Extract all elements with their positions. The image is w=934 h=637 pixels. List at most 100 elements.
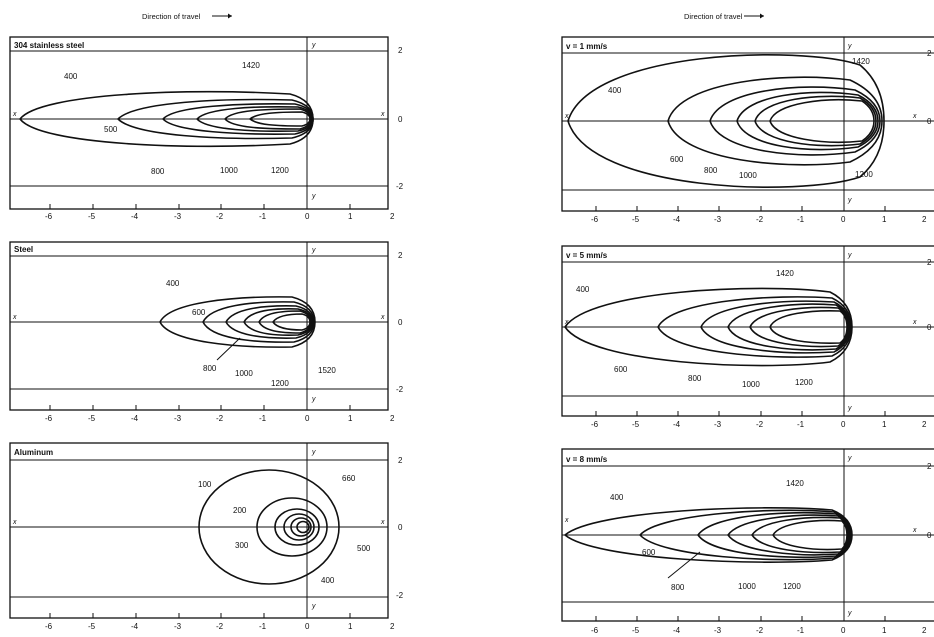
isotherm-label: 300 — [235, 541, 249, 550]
y-tick-label: 2 — [398, 46, 403, 55]
isotherm-800 — [700, 300, 851, 354]
panel-frame — [9, 36, 389, 210]
isotherm-label: 1420 — [776, 269, 794, 278]
x-tick-label: 2 — [390, 414, 395, 423]
y-tick-label: 0 — [927, 117, 932, 126]
isotherm-1420 — [769, 99, 875, 143]
x-tick-label: 1 — [882, 420, 887, 429]
isotherm-label: 600 — [192, 308, 206, 317]
x-tick-label: -1 — [259, 622, 267, 631]
x-axis-label: x — [564, 517, 569, 524]
y-axis-label: y — [847, 610, 852, 617]
x-tick-label: -1 — [797, 215, 805, 224]
x-tick-label: -2 — [216, 622, 224, 631]
x-tick-label: -5 — [632, 420, 640, 429]
x-axis-label: x — [380, 111, 385, 118]
x-ticks: -6 -5 -4 -3 -2 -1 0 1 2 — [591, 616, 927, 635]
isotherm-label: 600 — [670, 155, 684, 164]
x-axis-label: x — [380, 314, 385, 321]
isotherm-1000 — [736, 91, 879, 151]
panel-title: Aluminum — [14, 448, 53, 457]
isotherm-label: 800 — [704, 166, 718, 175]
x-tick-label: -3 — [174, 414, 182, 423]
isotherm-600 — [667, 76, 883, 166]
y-tick-label: 0 — [398, 318, 403, 327]
isotherm-1200 — [749, 306, 849, 348]
x-tick-label: -3 — [174, 622, 182, 631]
y-tick-label: -2 — [396, 385, 404, 394]
isotherm-label: 800 — [151, 167, 165, 176]
x-tick-label: 2 — [390, 622, 395, 631]
x-tick-label: 2 — [922, 626, 927, 635]
arrow-right-icon — [760, 13, 764, 19]
x-tick-label: -6 — [45, 212, 53, 221]
panel-title: Steel — [14, 245, 33, 254]
y-tick-labels: 2 0 -2 — [396, 456, 404, 600]
x-tick-label: -5 — [88, 212, 96, 221]
isotherm-300 — [274, 508, 320, 546]
isotherm-label: 1000 — [742, 380, 760, 389]
isotherm-label: 1200 — [271, 166, 289, 175]
isotherm-label: 1200 — [271, 379, 289, 388]
panel-stainless-steel: 304 stainless steel x x y y 400 500 800 … — [9, 36, 404, 221]
isotherm-600 — [638, 509, 852, 561]
isotherm-label: 500 — [357, 544, 371, 553]
y-tick-label: 0 — [398, 115, 403, 124]
leader-line — [667, 551, 701, 579]
isotherm-label: 800 — [203, 364, 217, 373]
direction-of-travel-right: Direction of travel — [684, 12, 764, 21]
x-tick-label: -1 — [259, 212, 267, 221]
isotherm-660 — [296, 520, 310, 534]
panel-frame — [561, 245, 934, 417]
isotherm-label: 100 — [198, 480, 212, 489]
isotherm-label: 1000 — [738, 582, 756, 591]
y-tick-label: 0 — [927, 531, 932, 540]
x-tick-label: -5 — [632, 626, 640, 635]
x-tick-label: -3 — [174, 212, 182, 221]
y-tick-label: 2 — [927, 462, 932, 471]
isotherm-label: 1200 — [855, 170, 873, 179]
x-axis-label: x — [12, 519, 17, 526]
isotherm-label: 400 — [321, 576, 335, 585]
y-tick-label: 0 — [398, 523, 403, 532]
x-tick-label: -1 — [259, 414, 267, 423]
x-axis-label: x — [564, 319, 569, 326]
x-tick-label: -4 — [131, 414, 139, 423]
panel-frame — [9, 241, 389, 411]
panel-title: v = 8 mm/s — [566, 455, 608, 464]
panel-v5: v = 5 mm/s x x y y 400 600 800 1000 1200… — [561, 245, 934, 429]
panel-v8: v = 8 mm/s x x y y 400 600 800 1000 1200… — [561, 448, 934, 635]
x-axis-label: x — [912, 113, 917, 120]
x-tick-label: -5 — [88, 414, 96, 423]
isotherm-label: 1000 — [220, 166, 238, 175]
y-tick-label: -2 — [396, 591, 404, 600]
isotherm-1200 — [223, 108, 312, 130]
arrow-right-icon — [228, 13, 232, 19]
isotherm-800 — [161, 103, 314, 135]
x-tick-label: 1 — [882, 626, 887, 635]
isotherm-800 — [697, 511, 851, 559]
x-tick-label: 1 — [348, 622, 353, 631]
x-tick-label: -1 — [797, 626, 805, 635]
isotherm-400 — [283, 513, 315, 541]
x-axis-label: x — [912, 319, 917, 326]
x-tick-label: 0 — [305, 212, 310, 221]
x-tick-label: 2 — [922, 420, 927, 429]
x-tick-label: 0 — [841, 626, 846, 635]
isotherm-1200 — [751, 516, 849, 554]
x-tick-label: -2 — [756, 215, 764, 224]
isotherm-600 — [657, 296, 852, 358]
y-axis-label: y — [847, 197, 852, 204]
panel-title: v = 5 mm/s — [566, 251, 608, 260]
isotherm-1200 — [258, 310, 312, 334]
x-ticks: -6 -5 -4 -3 -2 -1 0 1 2 — [45, 405, 395, 423]
isotherm-1420 — [772, 519, 848, 551]
isotherm-label: 200 — [233, 506, 247, 515]
direction-of-travel-left: Direction of travel — [142, 12, 232, 21]
y-tick-label: 2 — [927, 258, 932, 267]
isotherm-label: 600 — [614, 365, 628, 374]
y-axis-label: y — [311, 449, 316, 456]
x-tick-label: -2 — [216, 212, 224, 221]
isotherm-1000 — [243, 308, 313, 336]
